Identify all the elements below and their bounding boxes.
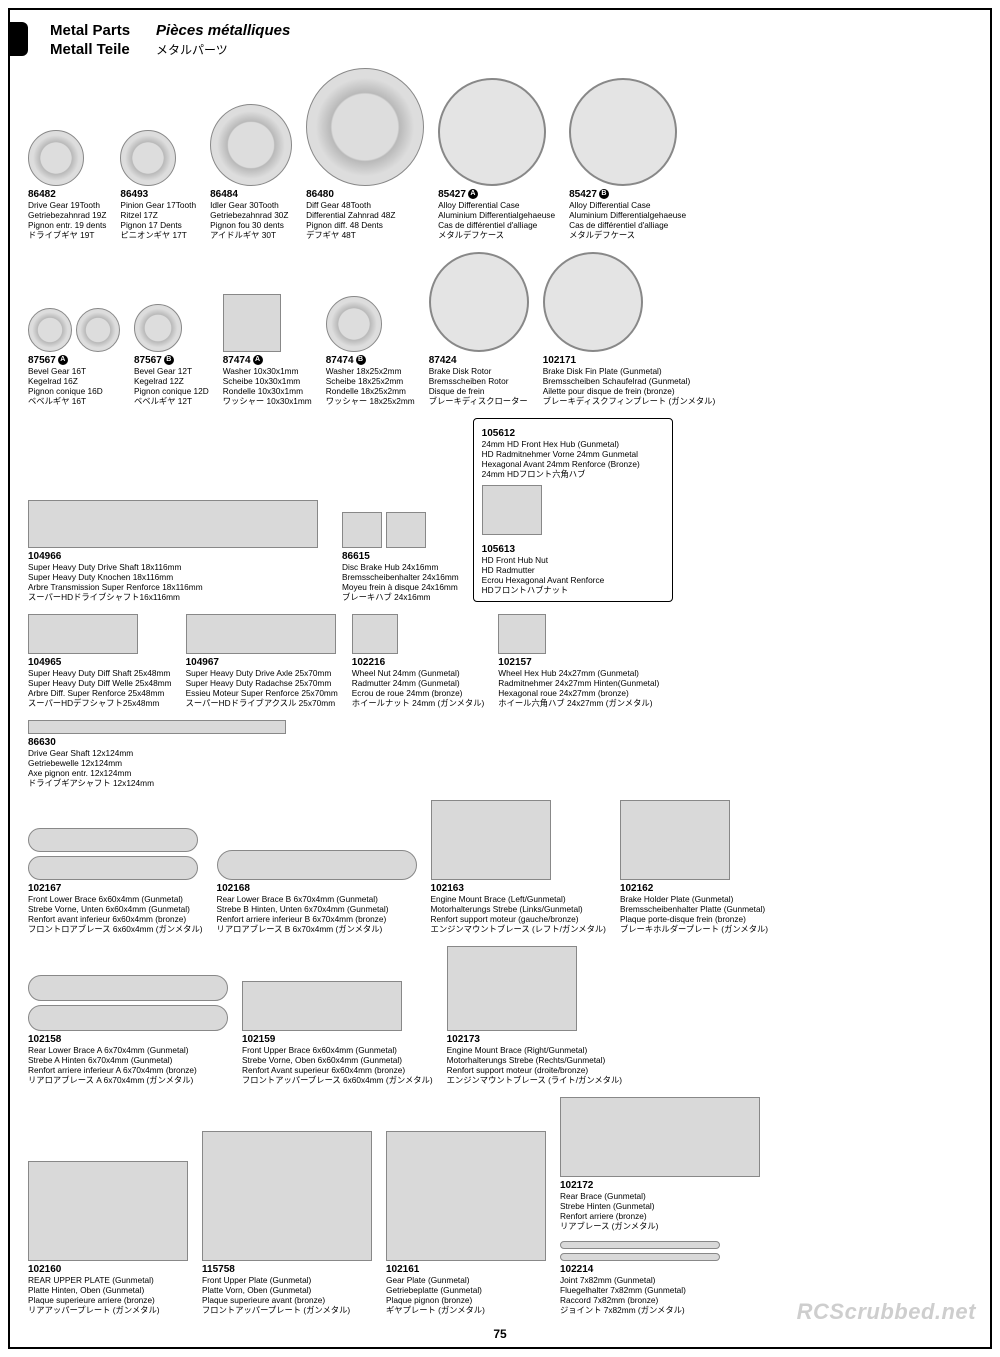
part-104967: 104967Super Heavy Duty Drive Axle 25x70m…	[186, 614, 338, 708]
parts-row: 102158Rear Lower Brace A 6x70x4mm (Gunme…	[28, 946, 972, 1085]
parts-row: 86630Drive Gear Shaft 12x124mmGetriebewe…	[28, 720, 972, 788]
part-86480: 86480Diff Gear 48ToothDifferential Zahnr…	[306, 68, 424, 240]
part-102157: 102157Wheel Hex Hub 24x27mm (Gunmetal)Ra…	[498, 614, 659, 708]
part-86630: 86630Drive Gear Shaft 12x124mmGetriebewe…	[28, 720, 288, 788]
part-104965: 104965Super Heavy Duty Diff Shaft 25x48m…	[28, 614, 172, 708]
title-de: Metall Teile	[50, 41, 130, 58]
part-102160: 102160REAR UPPER PLATE (Gunmetal)Platte …	[28, 1161, 188, 1315]
title-en: Metal Parts	[50, 22, 130, 39]
parts-row: 102160REAR UPPER PLATE (Gunmetal)Platte …	[28, 1097, 972, 1315]
part-86484: 86484Idler Gear 30ToothGetriebezahnrad 3…	[210, 104, 292, 240]
title-jp: メタルパーツ	[156, 41, 290, 58]
section-header: Metal Parts Pièces métalliques Metall Te…	[28, 22, 972, 58]
part-104966: 104966Super Heavy Duty Drive Shaft 18x11…	[28, 500, 328, 602]
parts-row: 87567ABevel Gear 16TKegelrad 16ZPignon c…	[28, 252, 972, 406]
part-102163: 102163Engine Mount Brace (Left/Gunmetal)…	[431, 800, 606, 934]
part-102172-102214: 102172Rear Brace (Gunmetal)Strebe Hinten…	[560, 1097, 760, 1315]
part-87474a: 87474AWasher 10x30x1mmScheibe 10x30x1mmR…	[223, 294, 312, 406]
part-102159: 102159Front Upper Brace 6x60x4mm (Gunmet…	[242, 981, 433, 1085]
part-102162: 102162Brake Holder Plate (Gunmetal)Brems…	[620, 800, 768, 934]
part-102158: 102158Rear Lower Brace A 6x70x4mm (Gunme…	[28, 975, 228, 1085]
part-102161: 102161Gear Plate (Gunmetal)Getriebeplatt…	[386, 1131, 546, 1315]
part-87567b: 87567BBevel Gear 12TKegelrad 12ZPignon c…	[134, 304, 209, 406]
part-102173: 102173Engine Mount Brace (Right/Gunmetal…	[447, 946, 622, 1085]
part-86615: 86615Disc Brake Hub 24x16mmBremsscheiben…	[342, 512, 459, 602]
part-87567a: 87567ABevel Gear 16TKegelrad 16ZPignon c…	[28, 308, 120, 406]
header-tab	[10, 22, 28, 56]
page: Metal Parts Pièces métalliques Metall Te…	[8, 8, 992, 1349]
part-105612-box: 10561224mm HD Front Hex Hub (Gunmetal)HD…	[473, 418, 673, 602]
page-number: 75	[28, 1327, 972, 1341]
part-85427b: 85427BAlloy Differential CaseAluminium D…	[569, 78, 686, 240]
parts-row: 104966Super Heavy Duty Drive Shaft 18x11…	[28, 418, 972, 602]
part-102171: 102171Brake Disk Fin Plate (Gunmetal)Bre…	[543, 252, 716, 406]
part-102168: 102168Rear Lower Brace B 6x70x4mm (Gunme…	[217, 850, 417, 934]
parts-row: 104965Super Heavy Duty Diff Shaft 25x48m…	[28, 614, 972, 708]
parts-row: 102167Front Lower Brace 6x60x4mm (Gunmet…	[28, 800, 972, 934]
part-85427a: 85427AAlloy Differential CaseAluminium D…	[438, 78, 555, 240]
parts-row: 86482Drive Gear 19ToothGetriebezahnrad 1…	[28, 68, 972, 240]
part-86493: 86493Pinion Gear 17ToothRitzel 17ZPignon…	[120, 130, 196, 240]
part-102216: 102216Wheel Nut 24mm (Gunmetal)Radmutter…	[352, 614, 485, 708]
part-115758: 115758Front Upper Plate (Gunmetal)Platte…	[202, 1131, 372, 1315]
title-fr: Pièces métalliques	[156, 22, 290, 39]
part-102167: 102167Front Lower Brace 6x60x4mm (Gunmet…	[28, 828, 203, 934]
part-86482: 86482Drive Gear 19ToothGetriebezahnrad 1…	[28, 130, 106, 240]
part-87474b: 87474BWasher 18x25x2mmScheibe 18x25x2mmR…	[326, 296, 415, 406]
part-87424: 87424Brake Disk RotorBremsscheiben Rotor…	[429, 252, 529, 406]
